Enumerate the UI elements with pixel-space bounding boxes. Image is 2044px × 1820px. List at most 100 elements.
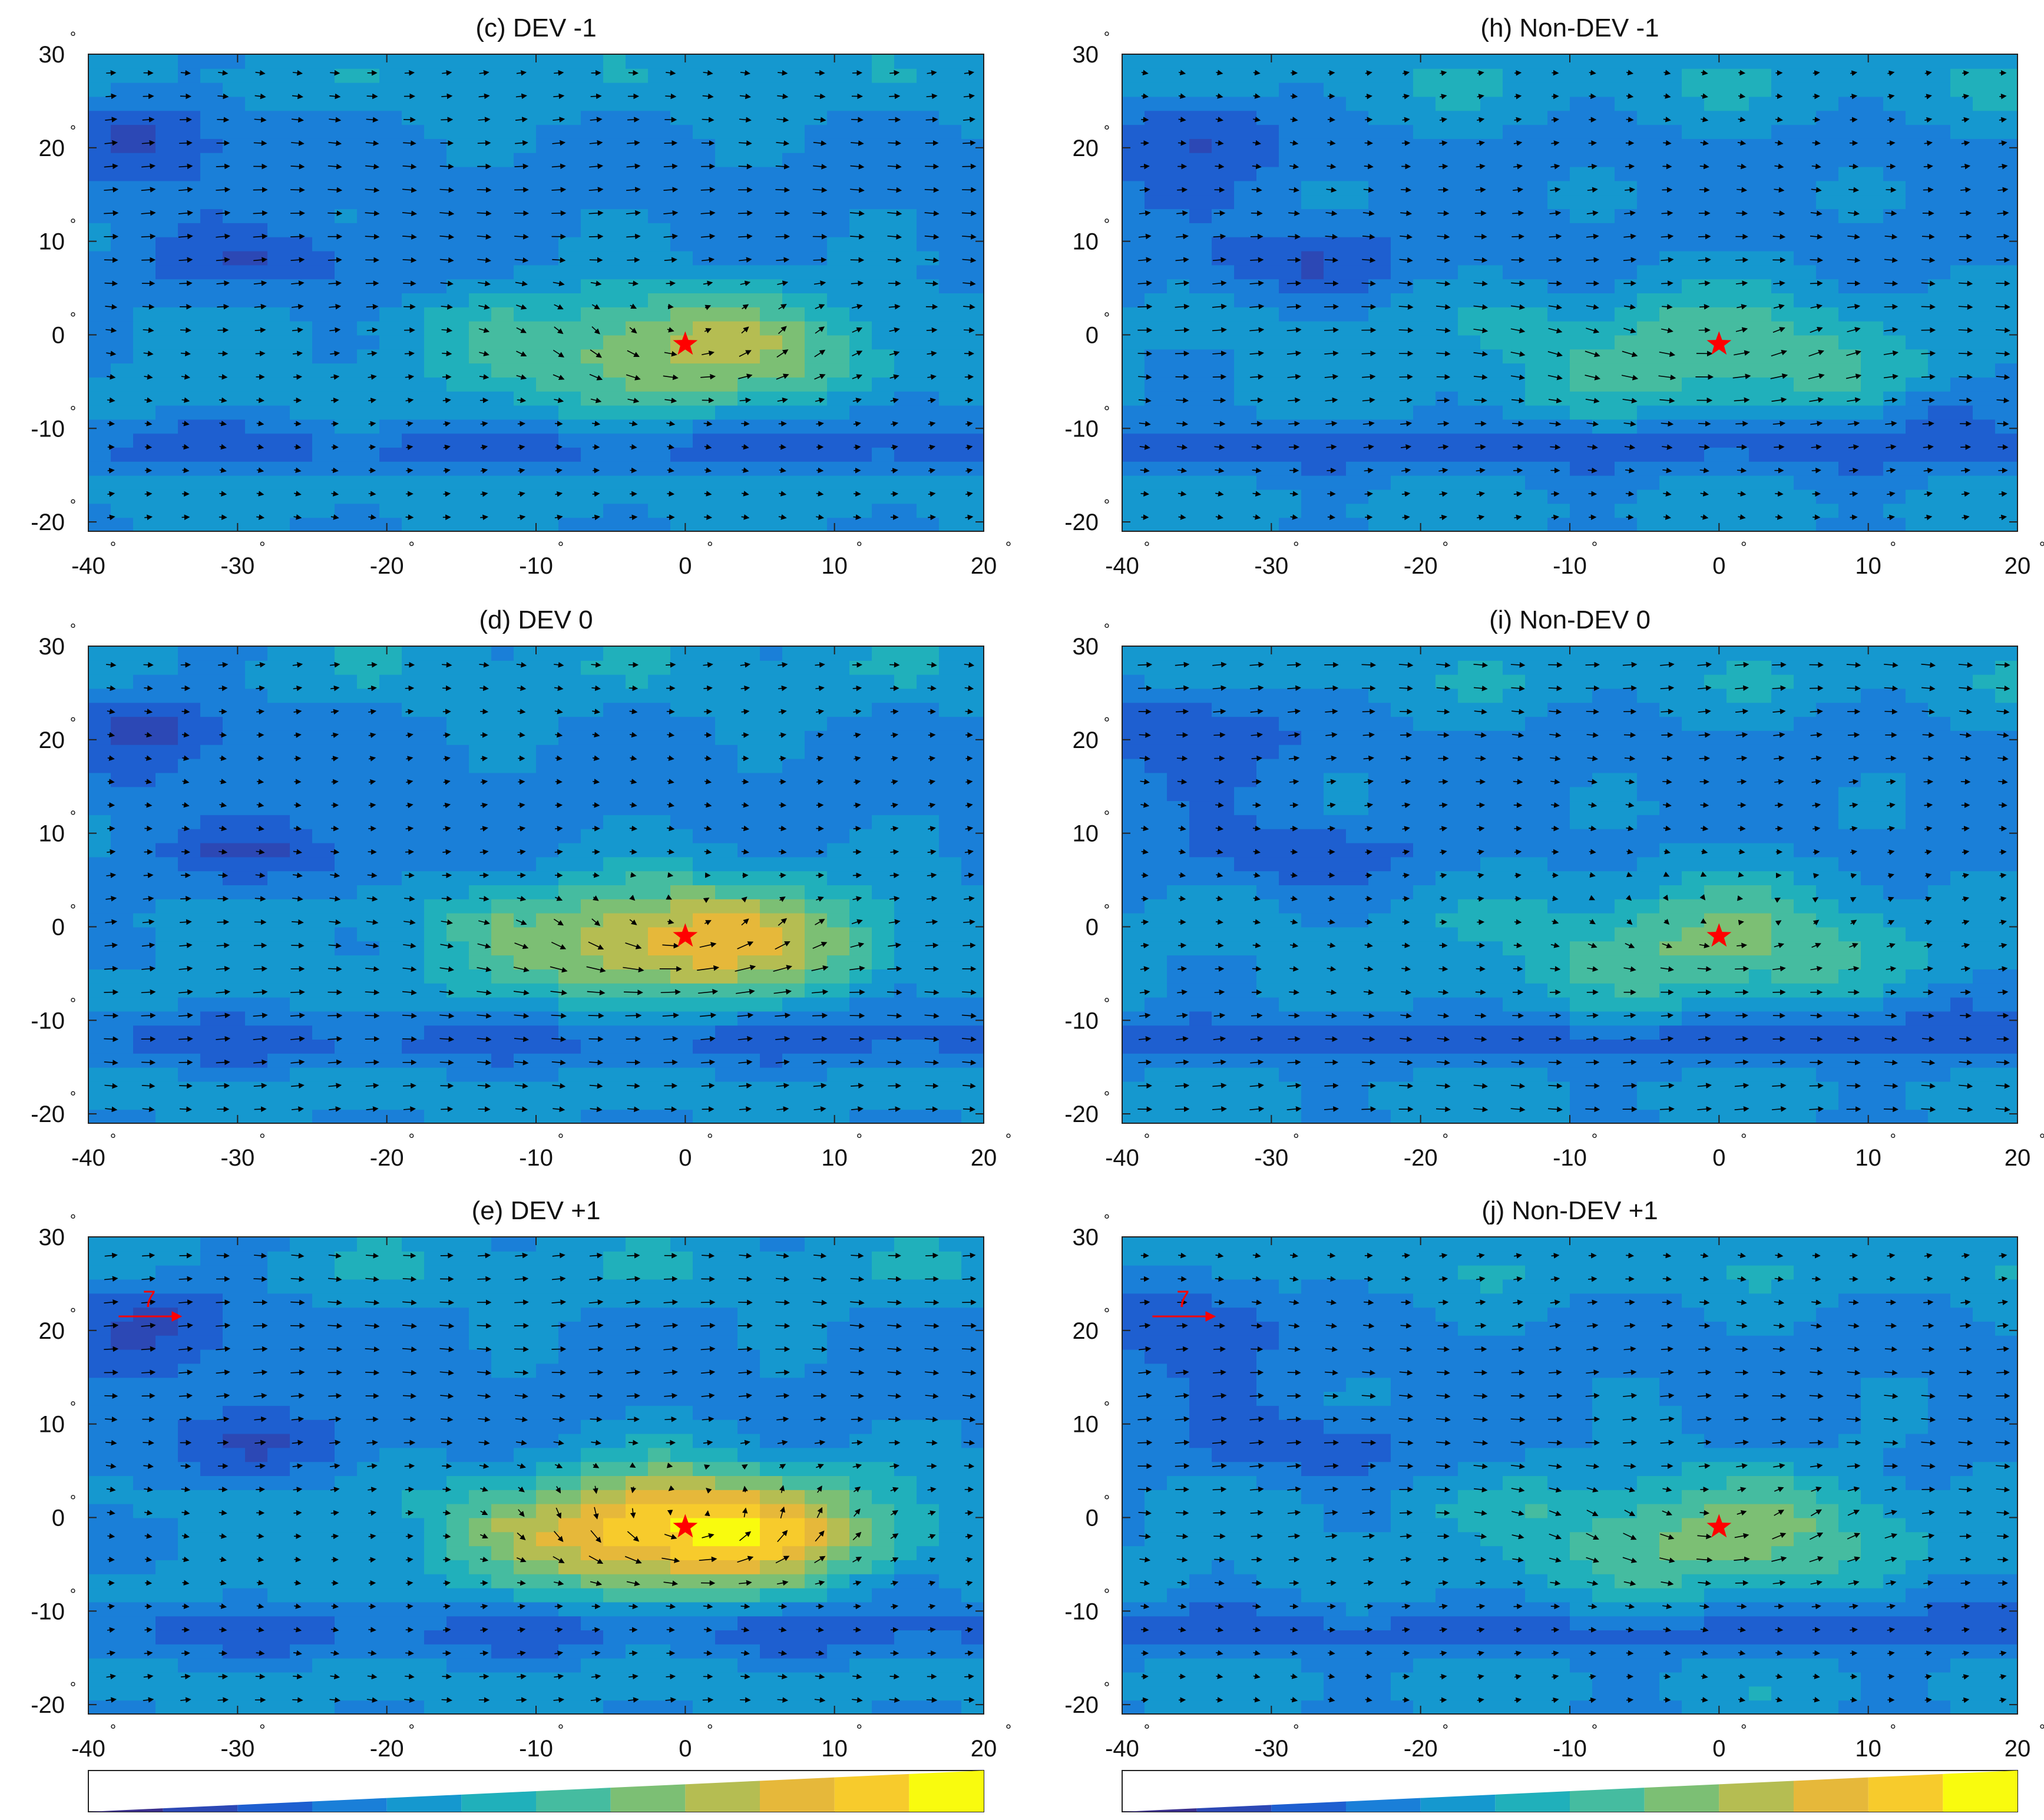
x-tick-label: 0 bbox=[679, 1145, 692, 1171]
y-tick-degree: ° bbox=[70, 808, 76, 825]
y-tick-label: 0 bbox=[1086, 322, 1099, 348]
x-tick-degree: ° bbox=[110, 538, 116, 556]
panel-e: (e) DEV +1-40°-30°-20°-10°0°10°20°30°20°… bbox=[31, 1196, 1011, 1762]
panel-title-h: (h) Non-DEV -1 bbox=[1480, 14, 1659, 42]
x-tick-label: -30 bbox=[1254, 1145, 1288, 1171]
wind-vectors-e bbox=[104, 1252, 977, 1703]
y-tick-degree: ° bbox=[1104, 1398, 1110, 1416]
x-tick-label: 10 bbox=[821, 553, 848, 579]
panel-title-d: (d) DEV 0 bbox=[479, 605, 593, 634]
y-tick-label: -10 bbox=[31, 416, 65, 442]
x-tick-label: -20 bbox=[370, 1736, 404, 1762]
x-tick-label: 0 bbox=[679, 553, 692, 579]
y-tick-degree: ° bbox=[70, 994, 76, 1012]
colorbar-level bbox=[685, 1781, 760, 1812]
x-tick-label: 10 bbox=[1855, 553, 1881, 579]
y-tick-degree: ° bbox=[70, 216, 76, 233]
x-tick-degree: ° bbox=[2039, 1130, 2044, 1148]
x-tick-label: -10 bbox=[1553, 1145, 1587, 1171]
colorbar-level bbox=[1644, 1784, 1719, 1812]
x-tick-label: -40 bbox=[71, 1736, 105, 1762]
y-tick-label: 10 bbox=[39, 1412, 65, 1438]
reference-vector-label: 7 bbox=[143, 1286, 156, 1312]
colorbar-level bbox=[386, 1794, 462, 1812]
x-tick-degree: ° bbox=[259, 1721, 265, 1739]
x-tick-degree: ° bbox=[110, 1721, 116, 1739]
colorbar-level bbox=[1794, 1777, 1868, 1812]
x-tick-label: -10 bbox=[519, 553, 553, 579]
x-tick-degree: ° bbox=[856, 1721, 862, 1739]
y-tick-label: 20 bbox=[1073, 1318, 1099, 1344]
y-tick-degree: ° bbox=[1104, 309, 1110, 326]
y-tick-degree: ° bbox=[70, 122, 76, 140]
colorbar-level bbox=[237, 1801, 312, 1812]
x-tick-label: -40 bbox=[71, 553, 105, 579]
colorbar-level bbox=[1271, 1801, 1346, 1812]
y-tick-label: 30 bbox=[1073, 1225, 1099, 1250]
x-tick-degree: ° bbox=[1293, 1130, 1299, 1148]
x-tick-degree: ° bbox=[856, 1130, 862, 1148]
x-tick-label: 10 bbox=[1855, 1736, 1881, 1762]
y-tick-label: 10 bbox=[1073, 1412, 1099, 1438]
x-tick-degree: ° bbox=[558, 538, 564, 556]
x-tick-degree: ° bbox=[1890, 538, 1896, 556]
x-tick-degree: ° bbox=[1890, 1130, 1896, 1148]
panel-j: (j) Non-DEV +1-40°-30°-20°-10°0°10°20°30… bbox=[1064, 1196, 2044, 1762]
y-tick-degree: ° bbox=[1104, 994, 1110, 1012]
contour-field-d bbox=[88, 646, 984, 1123]
x-tick-degree: ° bbox=[1741, 1130, 1747, 1148]
colorbar-level bbox=[1868, 1773, 1943, 1812]
red-star-icon bbox=[1706, 331, 1732, 355]
x-tick-degree: ° bbox=[1293, 538, 1299, 556]
panel-title-c: (c) DEV -1 bbox=[475, 14, 596, 42]
x-tick-label: -20 bbox=[1404, 1145, 1438, 1171]
red-star-icon bbox=[673, 923, 698, 947]
x-tick-label: 20 bbox=[971, 1145, 997, 1171]
wind-vectors-d bbox=[104, 661, 977, 1113]
y-tick-label: -20 bbox=[1064, 1101, 1099, 1127]
colorbar-level bbox=[1420, 1794, 1496, 1812]
y-tick-label: -20 bbox=[1064, 509, 1099, 535]
x-tick-label: 10 bbox=[821, 1736, 848, 1762]
x-tick-degree: ° bbox=[1006, 538, 1011, 556]
x-tick-degree: ° bbox=[259, 1130, 265, 1148]
y-tick-degree: ° bbox=[1104, 402, 1110, 420]
y-tick-label: 0 bbox=[52, 322, 65, 348]
y-tick-label: 30 bbox=[39, 42, 65, 68]
y-tick-label: -10 bbox=[1064, 1599, 1099, 1624]
red-star-icon bbox=[673, 331, 698, 355]
y-tick-label: -10 bbox=[31, 1599, 65, 1624]
y-tick-label: -20 bbox=[31, 509, 65, 535]
y-tick-label: -20 bbox=[1064, 1692, 1099, 1718]
x-tick-degree: ° bbox=[856, 538, 862, 556]
y-tick-label: -20 bbox=[31, 1101, 65, 1127]
contour-field-h bbox=[1122, 54, 2017, 531]
colorbar-level bbox=[1346, 1798, 1421, 1812]
wind-vectors-i bbox=[1137, 661, 2010, 1113]
left-colorbar bbox=[88, 1770, 984, 1812]
x-tick-degree: ° bbox=[1006, 1130, 1011, 1148]
right-colorbar bbox=[1122, 1770, 2018, 1812]
x-tick-degree: ° bbox=[1293, 1721, 1299, 1739]
y-tick-degree: ° bbox=[1104, 28, 1110, 46]
x-tick-label: 20 bbox=[971, 1736, 997, 1762]
y-tick-label: 20 bbox=[1073, 135, 1099, 161]
y-tick-label: 20 bbox=[39, 135, 65, 161]
x-tick-label: -10 bbox=[1553, 553, 1587, 579]
contour-field-i bbox=[1122, 646, 2017, 1123]
panel-title-e: (e) DEV +1 bbox=[472, 1196, 601, 1225]
x-tick-label: 20 bbox=[2005, 553, 2031, 579]
x-tick-degree: ° bbox=[1442, 1721, 1448, 1739]
panel-title-j: (j) Non-DEV +1 bbox=[1481, 1196, 1658, 1225]
y-tick-degree: ° bbox=[70, 901, 76, 918]
red-star-icon bbox=[1706, 1514, 1732, 1538]
x-tick-label: 0 bbox=[1712, 553, 1725, 579]
y-tick-degree: ° bbox=[1104, 1305, 1110, 1322]
y-tick-label: 0 bbox=[52, 1505, 65, 1531]
y-tick-degree: ° bbox=[70, 402, 76, 420]
x-tick-degree: ° bbox=[1741, 538, 1747, 556]
x-tick-label: -30 bbox=[220, 553, 254, 579]
y-tick-label: -20 bbox=[31, 1692, 65, 1718]
colorbar-level bbox=[1122, 1808, 1197, 1812]
y-tick-label: 10 bbox=[39, 821, 65, 847]
